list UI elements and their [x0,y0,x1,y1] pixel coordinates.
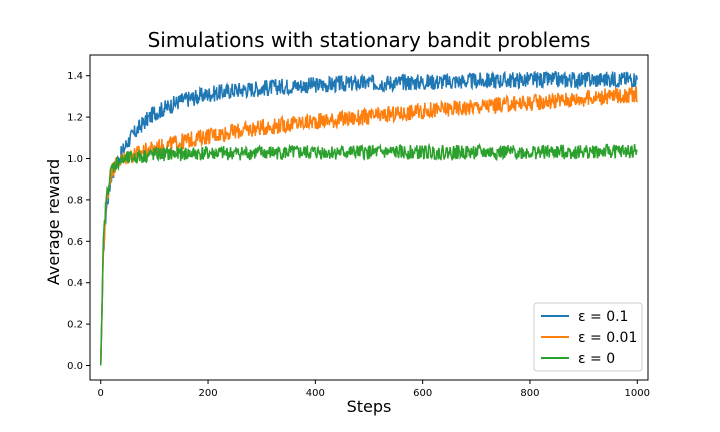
y-tick-label: 1.2 [67,113,83,124]
plot-frame [89,54,649,381]
y-axis-label: Average reward [44,159,63,285]
legend-box [533,302,643,372]
series-line-2 [99,142,638,366]
legend-label-1: ε = 0.01 [578,330,637,346]
y-tick-label: 0.8 [67,195,83,206]
y-tick-label: 0.2 [67,320,83,331]
series-line-1 [99,86,638,366]
y-tick-label: 0.6 [67,237,83,248]
y-tick-label: 0.0 [67,361,83,372]
y-tick-label: 1.0 [67,154,83,165]
x-tick-label: 200 [198,388,217,399]
x-tick-label: 1000 [625,388,650,399]
x-tick-label: 400 [306,388,325,399]
chart-title: Simulations with stationary bandit probl… [148,28,591,52]
x-axis-label: Steps [347,397,392,416]
plot-area: 0 200 400 600 800 1000 0.0 0.2 0.4 0.6 0.8 1.0 1.2 1.… [67,54,650,399]
legend-label-0: ε = 0.1 [578,309,628,325]
y-tick-label: 0.4 [67,278,83,289]
legend-label-2: ε = 0 [578,351,615,367]
x-tick-label: 0 [98,388,104,399]
x-tick-label: 800 [520,388,539,399]
legend: ε = 0.1 ε = 0.01 ε = 0 [533,302,643,372]
y-tick-label: 1.4 [67,71,83,82]
series-line-0 [99,70,639,366]
x-tick-label: 600 [413,388,432,399]
